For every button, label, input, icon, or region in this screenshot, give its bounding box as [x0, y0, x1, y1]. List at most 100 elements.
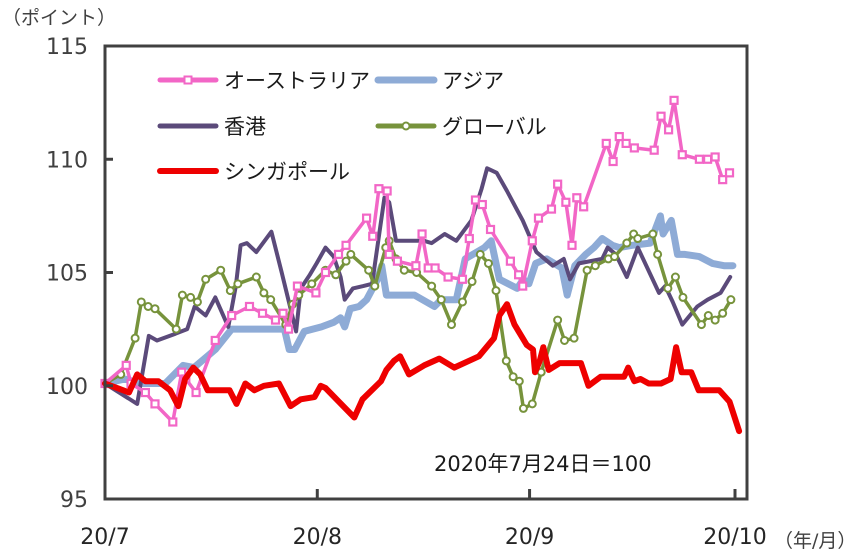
data-point: [191, 387, 201, 398]
x-tick-labels: 20/7 20/8 20/9 20/10: [80, 525, 766, 550]
data-point: [656, 111, 666, 121]
data-point: [653, 249, 663, 259]
y-tick-labels: 95 100 105 110 115: [46, 35, 88, 513]
series-4: [102, 301, 743, 435]
data-point: [629, 143, 639, 153]
data-point: [710, 152, 720, 162]
data-point: [201, 274, 211, 284]
data-point: [136, 297, 146, 307]
data-point: [718, 308, 728, 318]
data-point: [251, 272, 261, 282]
legend-label: オーストラリア: [224, 69, 370, 93]
data-point: [443, 272, 453, 282]
data-point: [648, 229, 658, 239]
series-1: [101, 212, 737, 387]
data-point: [609, 252, 619, 262]
data-point: [257, 308, 268, 318]
data-point: [216, 265, 226, 275]
data-point: [501, 356, 511, 366]
data-point: [546, 204, 557, 214]
data-point: [622, 238, 632, 248]
data-point: [417, 229, 427, 239]
data-point: [527, 399, 537, 409]
data-point: [527, 236, 537, 246]
data-point: [533, 213, 544, 223]
series-layer: [100, 95, 743, 435]
data-point: [633, 234, 643, 244]
data-point: [579, 202, 589, 212]
data-point: [491, 286, 501, 296]
x-tick-label: 20/9: [505, 525, 554, 550]
data-point: [663, 283, 673, 293]
data-point: [485, 224, 496, 235]
data-point: [447, 320, 456, 330]
data-point: [368, 231, 378, 241]
data-point: [171, 324, 181, 334]
legend-item: シンガポール: [157, 160, 350, 184]
x-tick-label: 20/8: [293, 525, 342, 550]
data-point: [244, 301, 255, 312]
data-point: [464, 233, 474, 244]
data-point: [467, 277, 477, 287]
data-point: [559, 335, 569, 345]
legend-marker: [183, 75, 193, 85]
data-point: [518, 281, 528, 291]
data-point: [292, 281, 303, 291]
data-point: [370, 281, 380, 291]
y-tick-label: 100: [46, 375, 88, 400]
data-point: [561, 197, 571, 207]
data-point: [227, 310, 237, 321]
legend-label: アジア: [442, 69, 504, 93]
data-point: [130, 333, 140, 343]
data-point: [514, 270, 524, 280]
data-point: [177, 290, 187, 300]
data-point: [346, 249, 356, 259]
data-point: [718, 175, 728, 185]
data-point: [670, 272, 680, 282]
data-point: [505, 256, 515, 266]
base-date-annotation: 2020年7月24日＝100: [434, 452, 652, 476]
series-line: [102, 301, 743, 435]
data-point: [278, 308, 288, 318]
data-point: [726, 295, 736, 305]
data-point: [582, 265, 592, 275]
data-point: [150, 304, 160, 314]
data-point: [233, 279, 243, 289]
data-point: [608, 156, 618, 167]
data-point: [382, 186, 392, 196]
data-point: [663, 125, 674, 135]
data-point: [331, 270, 341, 280]
legend-marker: [401, 121, 411, 131]
data-point: [590, 261, 600, 271]
legend-item: アジア: [374, 69, 504, 93]
data-point: [283, 324, 294, 334]
data-point: [427, 281, 437, 291]
data-point: [614, 132, 624, 142]
y-axis-unit-label: （ポイント）: [2, 7, 116, 29]
data-point: [140, 387, 151, 398]
data-point: [457, 297, 467, 307]
data-point: [601, 138, 611, 148]
y-tick-label: 105: [46, 262, 88, 287]
data-point: [710, 315, 720, 325]
data-point: [192, 297, 202, 307]
data-point: [475, 249, 485, 259]
data-point: [266, 295, 276, 305]
data-point: [703, 311, 713, 321]
data-point: [703, 154, 713, 164]
data-point: [669, 95, 679, 105]
data-point: [514, 376, 524, 386]
data-point: [333, 249, 344, 259]
data-point: [621, 138, 631, 148]
data-point: [457, 274, 468, 284]
data-point: [150, 399, 160, 409]
data-point: [518, 403, 528, 413]
series-line: [101, 212, 737, 387]
data-point: [477, 199, 487, 210]
data-point: [374, 184, 384, 194]
data-point: [270, 315, 281, 325]
data-point: [168, 417, 178, 427]
data-point: [553, 179, 563, 189]
